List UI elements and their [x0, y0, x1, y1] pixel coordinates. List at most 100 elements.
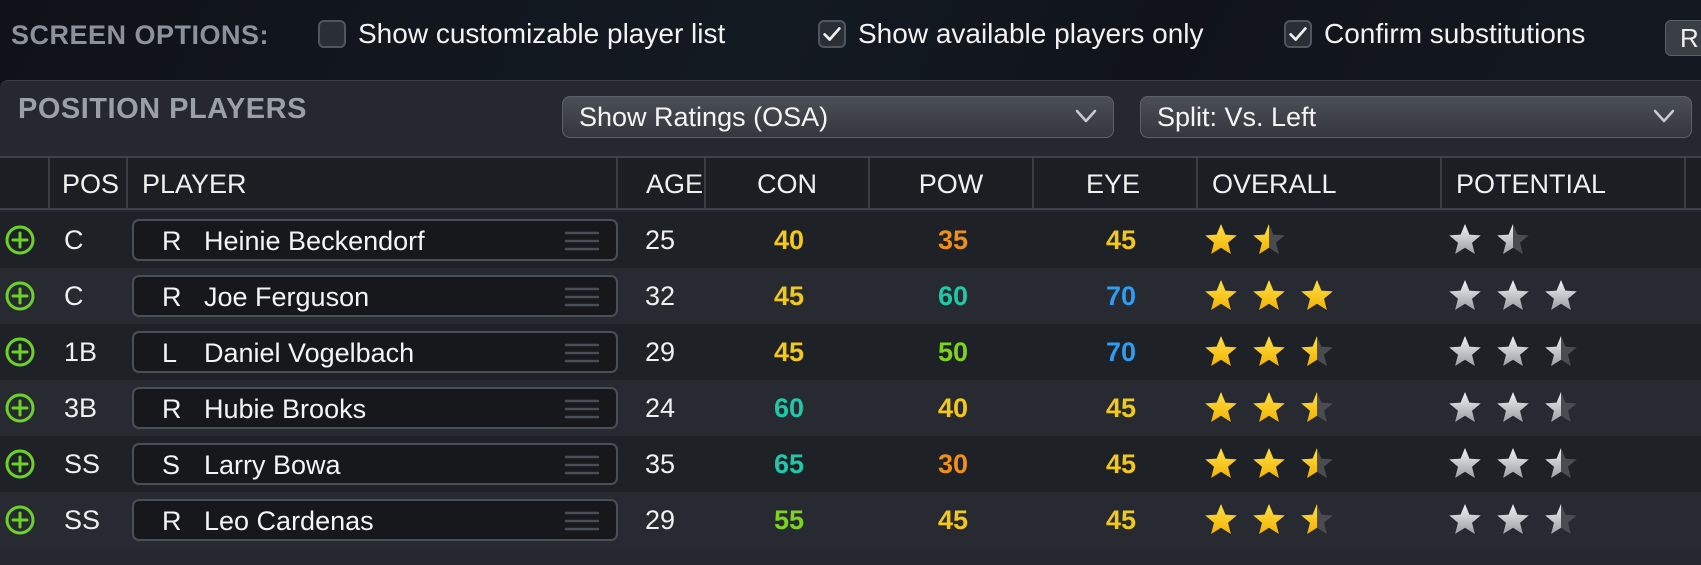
drag-handle-icon[interactable] [564, 285, 600, 309]
star-icon [1449, 448, 1481, 478]
player-position: SS [64, 449, 101, 479]
add-player-icon[interactable] [4, 224, 36, 256]
header-potential[interactable]: POTENTIAL [1442, 158, 1686, 208]
player-bats: R [162, 226, 182, 256]
player-position: C [64, 281, 84, 311]
star-icon [1253, 224, 1285, 254]
players-table: POS PLAYER AGE CON POW EYE OVERALL POTEN… [0, 156, 1701, 556]
player-name[interactable]: Heinie Beckendorf [204, 226, 425, 256]
player-age: 24 [644, 393, 676, 423]
table-row[interactable]: C R Joe Ferguson 32 45 60 70 [0, 268, 1701, 324]
header-pow[interactable]: POW [870, 158, 1034, 208]
screen-options-bar: SCREEN OPTIONS: Show customizable player… [0, 0, 1701, 70]
show-available-players-only-option[interactable]: Show available players only [818, 18, 1204, 50]
drag-handle-icon[interactable] [564, 341, 600, 365]
player-position: 1B [64, 337, 98, 367]
star-icon [1301, 280, 1333, 310]
star-icon [1205, 504, 1237, 534]
add-player-icon[interactable] [4, 392, 36, 424]
split-dropdown[interactable]: Split: Vs. Left [1140, 96, 1692, 138]
add-player-icon[interactable] [4, 448, 36, 480]
potential-stars [1447, 222, 1607, 258]
add-player-icon[interactable] [4, 336, 36, 368]
star-icon [1449, 280, 1481, 310]
player-position: SS [64, 505, 101, 535]
star-icon [1449, 224, 1481, 254]
star-icon [1449, 392, 1481, 422]
confirm-substitutions-label: Confirm substitutions [1324, 18, 1586, 49]
rating-eye: 45 [1105, 449, 1137, 479]
player-age: 35 [644, 449, 676, 479]
checkmark-icon [1289, 27, 1307, 41]
star-icon [1449, 336, 1481, 366]
player-chip[interactable]: R Joe Ferguson [132, 275, 618, 317]
player-chip[interactable]: R Leo Cardenas [132, 499, 618, 541]
star-icon [1497, 280, 1529, 310]
star-icon [1205, 280, 1237, 310]
rating-con: 55 [773, 505, 805, 535]
player-position: 3B [64, 393, 98, 423]
table-row[interactable]: SS R Leo Cardenas 29 55 45 45 [0, 492, 1701, 548]
rating-pow: 35 [937, 225, 969, 255]
rating-eye: 70 [1105, 337, 1137, 367]
player-position: C [64, 225, 84, 255]
table-row[interactable]: 3B R Hubie Brooks 24 60 40 45 [0, 380, 1701, 436]
star-icon [1497, 224, 1529, 254]
potential-stars [1447, 502, 1607, 538]
header-con[interactable]: CON [706, 158, 870, 208]
add-player-icon[interactable] [4, 280, 36, 312]
potential-stars [1447, 278, 1607, 314]
checkmark-icon [823, 27, 841, 41]
player-chip[interactable]: L Daniel Vogelbach [132, 331, 618, 373]
header-add-column [0, 158, 50, 208]
potential-stars [1447, 334, 1607, 370]
table-row[interactable]: C R Heinie Beckendorf 25 40 35 45 [0, 212, 1701, 268]
player-bats: L [162, 338, 178, 368]
rating-con: 40 [773, 225, 805, 255]
rating-eye: 45 [1105, 225, 1137, 255]
player-age: 32 [644, 281, 676, 311]
show-customizable-player-list-checkbox[interactable] [318, 20, 346, 48]
header-eye[interactable]: EYE [1034, 158, 1198, 208]
add-player-icon[interactable] [4, 504, 36, 536]
show-customizable-player-list-option[interactable]: Show customizable player list [318, 18, 725, 50]
star-icon [1301, 336, 1333, 366]
header-pos[interactable]: POS [50, 158, 128, 208]
rating-eye: 45 [1105, 393, 1137, 423]
show-customizable-player-list-label: Show customizable player list [358, 18, 726, 49]
player-age: 29 [644, 505, 676, 535]
header-age[interactable]: AGE [618, 158, 706, 208]
table-row[interactable]: SS S Larry Bowa 35 65 30 45 [0, 436, 1701, 492]
player-name[interactable]: Larry Bowa [204, 450, 341, 480]
confirm-substitutions-checkbox[interactable] [1284, 20, 1312, 48]
star-icon [1205, 336, 1237, 366]
reset-button[interactable]: R [1665, 20, 1701, 56]
drag-handle-icon[interactable] [564, 509, 600, 533]
rating-con: 65 [773, 449, 805, 479]
player-name[interactable]: Hubie Brooks [204, 394, 367, 424]
star-icon [1545, 280, 1577, 310]
drag-handle-icon[interactable] [564, 397, 600, 421]
potential-stars [1447, 390, 1607, 426]
player-name[interactable]: Leo Cardenas [204, 506, 374, 536]
player-name[interactable]: Daniel Vogelbach [204, 338, 415, 368]
star-icon [1253, 448, 1285, 478]
star-icon [1253, 336, 1285, 366]
player-chip[interactable]: R Hubie Brooks [132, 387, 618, 429]
table-row[interactable]: 1B L Daniel Vogelbach 29 45 50 70 [0, 324, 1701, 380]
player-bats: R [162, 394, 182, 424]
drag-handle-icon[interactable] [564, 453, 600, 477]
rating-pow: 50 [937, 337, 969, 367]
header-player[interactable]: PLAYER [128, 158, 618, 208]
show-available-players-only-checkbox[interactable] [818, 20, 846, 48]
star-icon [1253, 392, 1285, 422]
header-overall[interactable]: OVERALL [1198, 158, 1442, 208]
player-bats: R [162, 282, 182, 312]
confirm-substitutions-option[interactable]: Confirm substitutions [1284, 18, 1585, 50]
player-chip[interactable]: R Heinie Beckendorf [132, 219, 618, 261]
rating-con: 45 [773, 337, 805, 367]
player-chip[interactable]: S Larry Bowa [132, 443, 618, 485]
player-name[interactable]: Joe Ferguson [204, 282, 370, 312]
ratings-dropdown[interactable]: Show Ratings (OSA) [562, 96, 1114, 138]
drag-handle-icon[interactable] [564, 229, 600, 253]
